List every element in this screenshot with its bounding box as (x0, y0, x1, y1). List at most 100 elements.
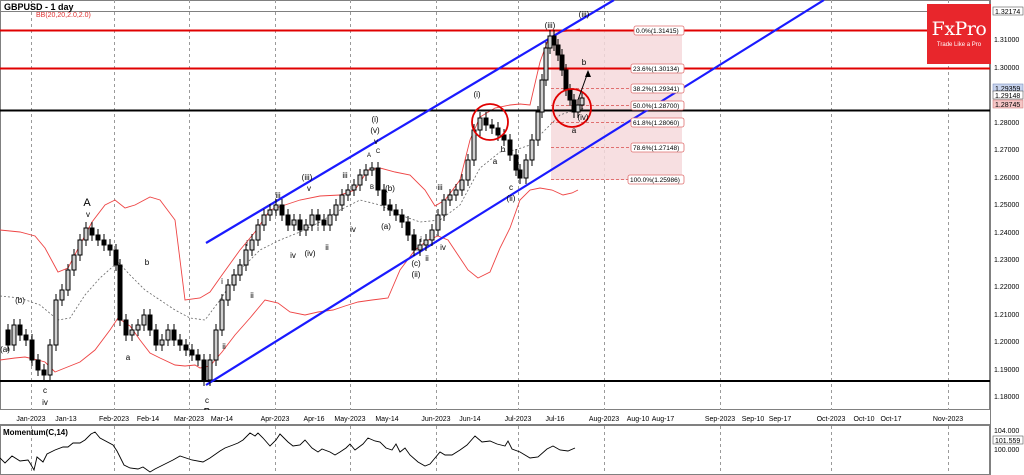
svg-text:Jul-16: Jul-16 (545, 416, 564, 423)
svg-text:C: C (376, 149, 381, 155)
channel-upper-line (205, 0, 615, 244)
svg-text:38.2%(1.29341): 38.2%(1.29341) (633, 86, 679, 93)
time-axis[interactable] (0, 410, 990, 425)
svg-text:(a): (a) (0, 345, 10, 354)
svg-text:50.0%(1.28700): 50.0%(1.28700) (633, 103, 679, 110)
svg-text:Feb-14: Feb-14 (137, 416, 159, 423)
svg-text:ii: ii (250, 291, 254, 300)
chart-title: GBPUSD - 1 day (4, 2, 74, 12)
svg-text:i: i (420, 235, 422, 244)
svg-text:(v): (v) (370, 126, 380, 135)
svg-text:A: A (367, 153, 371, 159)
svg-text:iii: iii (437, 183, 443, 192)
svg-text:(iii): (iii) (302, 173, 313, 182)
svg-text:i: i (246, 239, 248, 248)
svg-text:1.19000: 1.19000 (994, 367, 1019, 374)
svg-text:Aug-17: Aug-17 (652, 416, 675, 423)
svg-text:Nov-2023: Nov-2023 (933, 416, 963, 423)
svg-text:(ii): (ii) (412, 270, 421, 279)
momentum-panel[interactable] (0, 425, 990, 475)
svg-text:Oct-2023: Oct-2023 (817, 416, 846, 423)
price-markers: 1.32174 1.29359 1.29148 1.28745 (992, 6, 1024, 109)
svg-text:(iv): (iv) (304, 249, 315, 258)
candlesticks (5, 30, 585, 386)
svg-text:(b): (b) (385, 184, 395, 193)
svg-text:1.27000: 1.27000 (994, 147, 1019, 154)
highlight-circle-left (471, 103, 509, 141)
logo-tagline: Trade Like a Pro (936, 42, 982, 48)
svg-text:Jul-2023: Jul-2023 (505, 416, 532, 423)
svg-text:(iv): (iv) (577, 113, 588, 122)
svg-text:Feb-2023: Feb-2023 (99, 416, 129, 423)
svg-text:iii: iii (342, 171, 348, 180)
svg-text:1.23000: 1.23000 (994, 257, 1019, 264)
svg-text:Jan-2023: Jan-2023 (16, 416, 45, 423)
svg-text:(iii): (iii) (545, 21, 556, 30)
svg-text:1.26000: 1.26000 (994, 175, 1019, 182)
svg-text:100.000: 100.000 (994, 447, 1019, 454)
svg-text:(c): (c) (411, 259, 421, 268)
svg-text:Sep-17: Sep-17 (769, 416, 792, 423)
svg-text:v: v (374, 137, 378, 146)
svg-text:Sep-10: Sep-10 (742, 416, 765, 423)
svg-text:1.18000: 1.18000 (994, 394, 1019, 401)
svg-text:Oct-17: Oct-17 (880, 416, 901, 423)
svg-text:ii: ii (425, 254, 429, 263)
bollinger-label: BB(20,20,2.0,2.0) (36, 12, 91, 19)
svg-text:Oct-10: Oct-10 (853, 416, 874, 423)
svg-text:Jan-13: Jan-13 (55, 416, 77, 423)
svg-text:(a): (a) (381, 222, 391, 231)
svg-text:iii: iii (275, 191, 281, 200)
svg-text:100.0%(1.25986): 100.0%(1.25986) (630, 177, 680, 184)
svg-text:May-2023: May-2023 (334, 416, 365, 423)
svg-text:B: B (370, 185, 374, 191)
channel-lower-line (205, 0, 825, 386)
svg-text:23.6%(1.30134): 23.6%(1.30134) (633, 66, 679, 73)
svg-text:Apr-16: Apr-16 (303, 416, 324, 423)
svg-text:(ii): (ii) (507, 194, 516, 203)
svg-text:c: c (205, 396, 209, 405)
svg-text:1.32174: 1.32174 (995, 9, 1020, 16)
time-axis-labels: Jan-2023 Jan-13 Feb-2023 Feb-14 Mar-2023… (16, 416, 963, 423)
momentum-label: Momentum(C,14) (3, 428, 68, 437)
svg-text:1.22000: 1.22000 (994, 284, 1019, 291)
svg-text:b: b (145, 258, 150, 267)
svg-text:61.8%(1.28060): 61.8%(1.28060) (633, 120, 679, 127)
momentum-line (0, 431, 576, 473)
svg-text:b: b (582, 58, 587, 67)
svg-text:A: A (83, 197, 91, 209)
price-axis-ticks: 1.32000 1.31000 1.30000 1.28000 1.27000 … (994, 10, 1019, 401)
svg-text:iv: iv (350, 225, 356, 234)
svg-text:1.24000: 1.24000 (994, 230, 1019, 237)
svg-text:78.6%(1.27148): 78.6%(1.27148) (633, 145, 679, 152)
fxpro-logo: FxPro Trade Like a Pro (927, 4, 991, 64)
bollinger-bands (0, 28, 581, 373)
svg-text:ii: ii (222, 342, 226, 351)
price-axis[interactable] (990, 0, 1024, 410)
svg-text:(b): (b) (15, 296, 25, 305)
highlight-circle-right (552, 88, 592, 128)
svg-text:Mar-14: Mar-14 (211, 416, 233, 423)
svg-text:v: v (86, 210, 90, 219)
svg-text:(i): (i) (371, 115, 378, 124)
logo-brand: FxPro (931, 18, 987, 40)
svg-text:1.21000: 1.21000 (994, 312, 1019, 319)
svg-text:i: i (317, 224, 319, 233)
svg-text:a: a (572, 126, 577, 135)
svg-text:(i): (i) (473, 90, 480, 99)
svg-text:1.28000: 1.28000 (994, 120, 1019, 127)
svg-text:ii: ii (325, 243, 329, 252)
svg-text:1.30000: 1.30000 (994, 65, 1019, 72)
svg-text:1.25000: 1.25000 (994, 202, 1019, 209)
svg-text:iv: iv (440, 243, 446, 252)
svg-text:Aug-10: Aug-10 (627, 416, 650, 423)
svg-text:May-14: May-14 (375, 416, 398, 423)
svg-text:v: v (307, 184, 311, 193)
fib-labels: 0.0%(1.31415) 23.6%(1.30134) 38.2%(1.293… (627, 25, 685, 185)
bollinger-middle (0, 107, 586, 321)
svg-text:0.0%(1.31415): 0.0%(1.31415) (636, 28, 679, 35)
svg-text:c: c (43, 386, 47, 395)
svg-text:a: a (493, 157, 498, 166)
svg-text:i: i (221, 277, 223, 286)
